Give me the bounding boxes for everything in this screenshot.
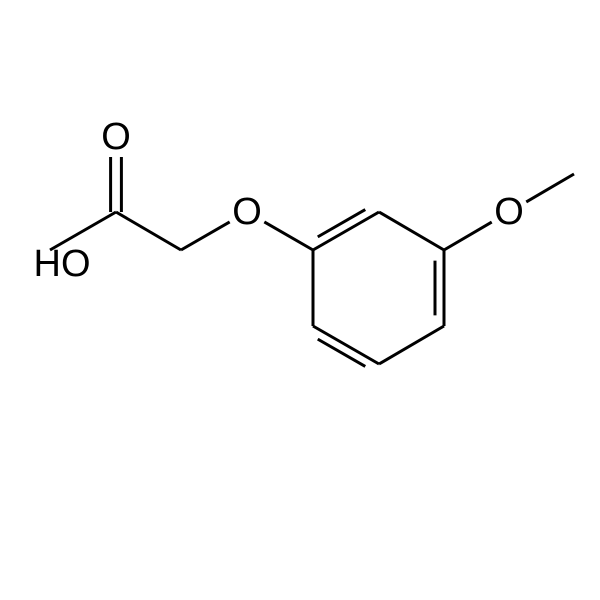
bond-line [313, 326, 379, 364]
atom-label: O [101, 116, 131, 158]
bond-line [181, 222, 230, 250]
atom-label: O [494, 191, 524, 233]
bond-line [264, 222, 313, 250]
bond-line [526, 174, 574, 202]
bond-line [379, 326, 444, 364]
bond-line [116, 212, 181, 250]
bond-line [313, 212, 379, 250]
bond-line [444, 222, 492, 250]
atom-label: HO [34, 243, 91, 285]
bond-line [379, 212, 444, 250]
atom-label: O [232, 191, 262, 233]
molecule-canvas: O O O HO [0, 0, 600, 600]
